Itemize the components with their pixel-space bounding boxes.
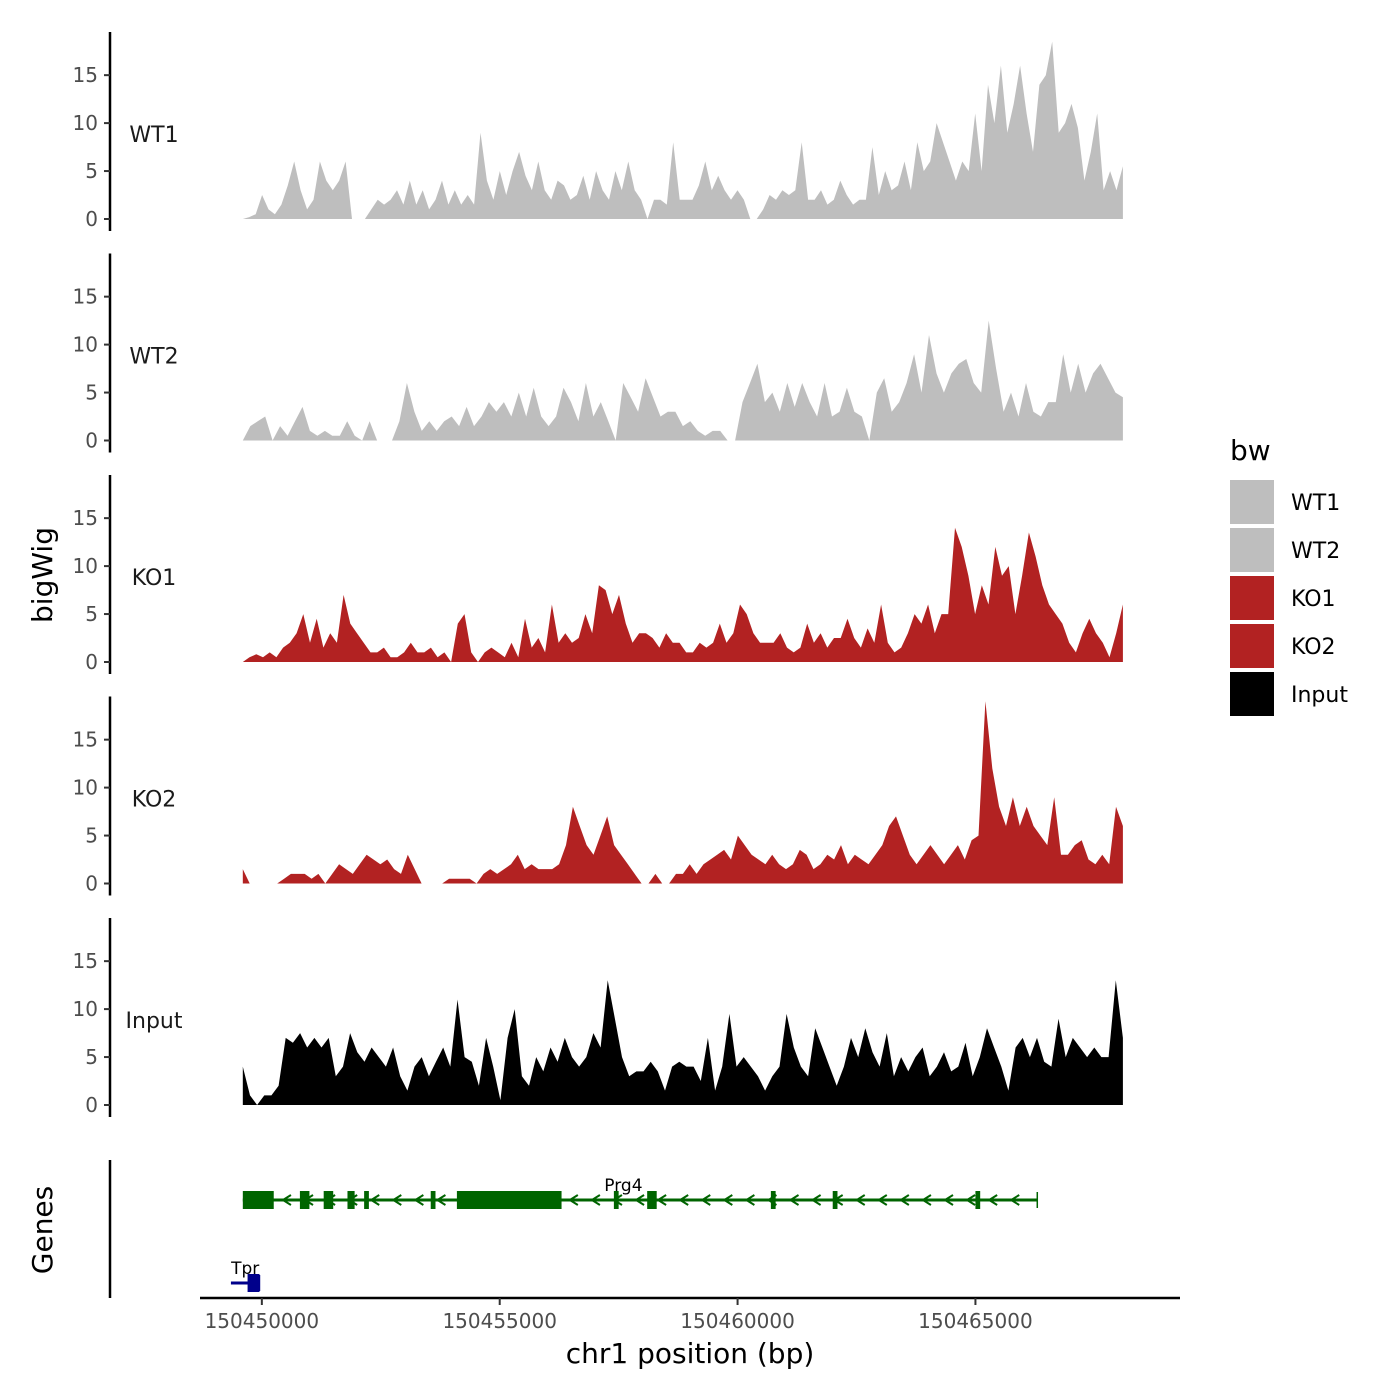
strand-arrow: [898, 1194, 910, 1206]
y-tick-label: 0: [85, 429, 98, 453]
strand-arrow: [590, 1194, 601, 1206]
legend: bw WT1 WT2 KO1 KO2 Input: [1230, 434, 1348, 716]
strand-arrow: [943, 1194, 954, 1206]
y-tick-label: 15: [73, 63, 98, 87]
tracks: 0 5 10 15 WT1 0 5 10 15 WT2 0 5 10 15 KO1 0 5 10 15 KO2 0 5 10…: [73, 32, 1123, 1117]
strand-arrow: [788, 1194, 800, 1206]
strand-arrow: [921, 1194, 932, 1206]
strand-arrow: [1009, 1194, 1020, 1206]
strand-arrow: [435, 1194, 446, 1206]
y-tick-label: 0: [85, 650, 98, 674]
y-tick-label: 15: [73, 949, 98, 973]
track-panel-ko2: 0 5 10 15 KO2: [73, 696, 1123, 896]
x-tick-label: 150450000: [205, 1309, 320, 1333]
strand-arrow: [391, 1194, 402, 1206]
legend-swatch-input: [1230, 672, 1274, 716]
strand-arrow: [854, 1194, 866, 1206]
gene-label: Tpr: [230, 1259, 259, 1279]
legend-label: Input: [1291, 683, 1348, 708]
gene-exon: [430, 1191, 436, 1209]
strand-arrow: [413, 1194, 424, 1206]
y-tick-label: 10: [73, 554, 98, 578]
strand-arrow: [567, 1194, 579, 1206]
legend-label: WT2: [1291, 539, 1340, 564]
x-axis-title: chr1 position (bp): [566, 1337, 815, 1370]
legend-label: KO1: [1291, 587, 1336, 612]
gene-exon: [647, 1191, 657, 1209]
track-label: KO2: [132, 788, 177, 813]
track-panel-wt1: 0 5 10 15 WT1: [73, 32, 1123, 231]
strand-arrow: [987, 1194, 998, 1206]
track-area-wt1: [242, 41, 1123, 219]
legend-label: KO2: [1291, 635, 1336, 660]
legend-swatch-wt1: [1230, 480, 1274, 524]
gene-exon: [323, 1191, 334, 1209]
y-tick-label: 5: [85, 824, 98, 848]
y-tick-label: 15: [73, 285, 98, 309]
track-panel-wt2: 0 5 10 15 WT2: [73, 253, 1123, 453]
legend-swatch-ko2: [1230, 624, 1274, 668]
gene-exon: [613, 1191, 619, 1209]
strand-arrow: [634, 1194, 645, 1206]
y-tick-label: 10: [73, 333, 98, 357]
gene-tpr: Tpr: [230, 1259, 261, 1292]
gene-exon: [347, 1191, 355, 1209]
y-axis-title: bigWig: [26, 527, 59, 623]
gene-exon: [364, 1191, 369, 1209]
strand-arrow: [744, 1194, 755, 1206]
gene-exon: [975, 1191, 981, 1209]
y-tick-label: 5: [85, 381, 98, 405]
y-tick-label: 10: [73, 997, 98, 1021]
track-label: Input: [126, 1009, 183, 1034]
gene-exon: [832, 1191, 838, 1209]
y-tick-label: 5: [85, 159, 98, 183]
track-label: WT2: [129, 345, 178, 370]
x-tick-label: 150460000: [680, 1309, 795, 1333]
strand-arrow: [678, 1194, 689, 1206]
x-tick-label: 150465000: [918, 1309, 1033, 1333]
strand-arrow: [876, 1194, 888, 1206]
strand-arrow: [810, 1194, 822, 1206]
x-axis: 150450000 150455000 150460000 150465000: [200, 1296, 1180, 1333]
strand-arrow: [722, 1194, 733, 1206]
gene-exon: [247, 1274, 260, 1292]
legend-swatch-wt2: [1230, 528, 1274, 572]
track-area-wt2: [242, 320, 1123, 441]
track-area-ko2: [242, 701, 1123, 884]
strand-arrow: [369, 1194, 380, 1206]
y-tick-label: 10: [73, 776, 98, 800]
gene-exon: [299, 1191, 310, 1209]
strand-arrow: [656, 1194, 667, 1206]
strand-arrow: [700, 1194, 711, 1206]
strand-arrow: [965, 1194, 976, 1206]
gene-track: Prg4 Tpr: [108, 1160, 1039, 1298]
legend-title: bw: [1230, 434, 1271, 467]
gene-exon: [456, 1191, 562, 1209]
gene-label: Prg4: [604, 1176, 642, 1196]
y-tick-label: 15: [73, 728, 98, 752]
y-tick-label: 0: [85, 1093, 98, 1117]
gene-prg4: Prg4: [242, 1176, 1039, 1209]
track-label: KO1: [132, 566, 177, 591]
y-tick-label: 0: [85, 872, 98, 896]
y-tick-label: 5: [85, 602, 98, 626]
legend-label: WT1: [1291, 491, 1340, 516]
y-tick-label: 15: [73, 506, 98, 530]
gene-exon: [242, 1191, 274, 1209]
track-label: WT1: [129, 123, 178, 148]
track-panel-ko1: 0 5 10 15 KO1: [73, 475, 1123, 674]
y-tick-label: 10: [73, 111, 98, 135]
track-area-input: [242, 980, 1123, 1105]
strand-arrow: [281, 1194, 292, 1206]
track-area-ko1: [242, 527, 1123, 662]
track-panel-input: 0 5 10 15 Input: [73, 918, 1123, 1117]
legend-swatch-ko1: [1230, 576, 1274, 620]
y-tick-label: 0: [85, 207, 98, 231]
genes-axis-title: Genes: [26, 1186, 59, 1274]
gene-exon: [770, 1191, 776, 1209]
x-tick-label: 150455000: [442, 1309, 557, 1333]
y-tick-label: 5: [85, 1045, 98, 1069]
